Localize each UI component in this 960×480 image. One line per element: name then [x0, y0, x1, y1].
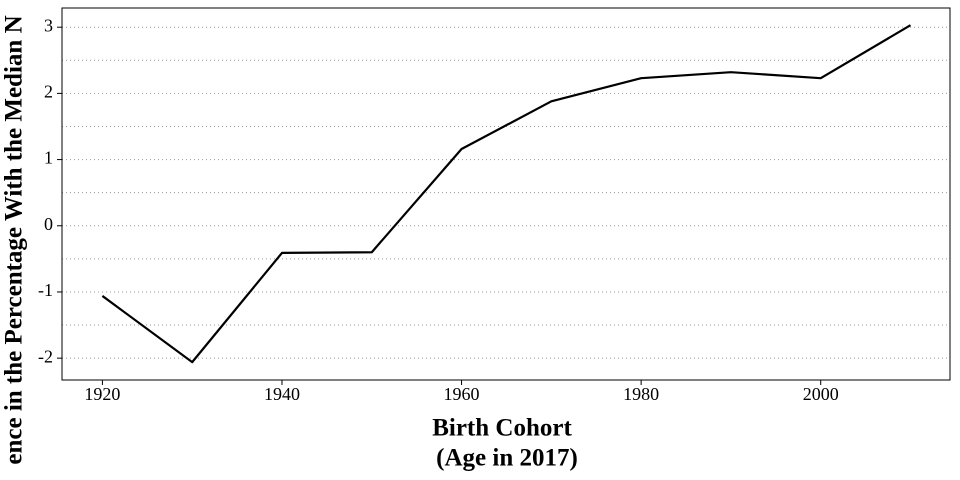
plot-border	[61, 7, 951, 381]
x-axis-title: (Age in 2017)	[436, 445, 578, 472]
data-line	[101, 24, 912, 364]
x-axis-title: Birth Cohort	[432, 415, 572, 442]
y-tick-label: -2	[38, 346, 53, 366]
y-tick-label: 0	[44, 214, 53, 234]
x-tick-label: 2000	[803, 384, 839, 404]
y-tick-label: -1	[38, 280, 53, 300]
x-tick-label: 1940	[264, 384, 300, 404]
x-tick-label: 1960	[444, 384, 480, 404]
x-tick-label: 1980	[623, 384, 659, 404]
y-tick-label: 2	[44, 82, 53, 102]
y-tick-label: 3	[44, 15, 53, 35]
y-axis-title: ence in the Percentage With the Median N	[1, 15, 28, 464]
y-tick-label: 1	[44, 148, 53, 168]
x-tick-label: 1920	[84, 384, 120, 404]
